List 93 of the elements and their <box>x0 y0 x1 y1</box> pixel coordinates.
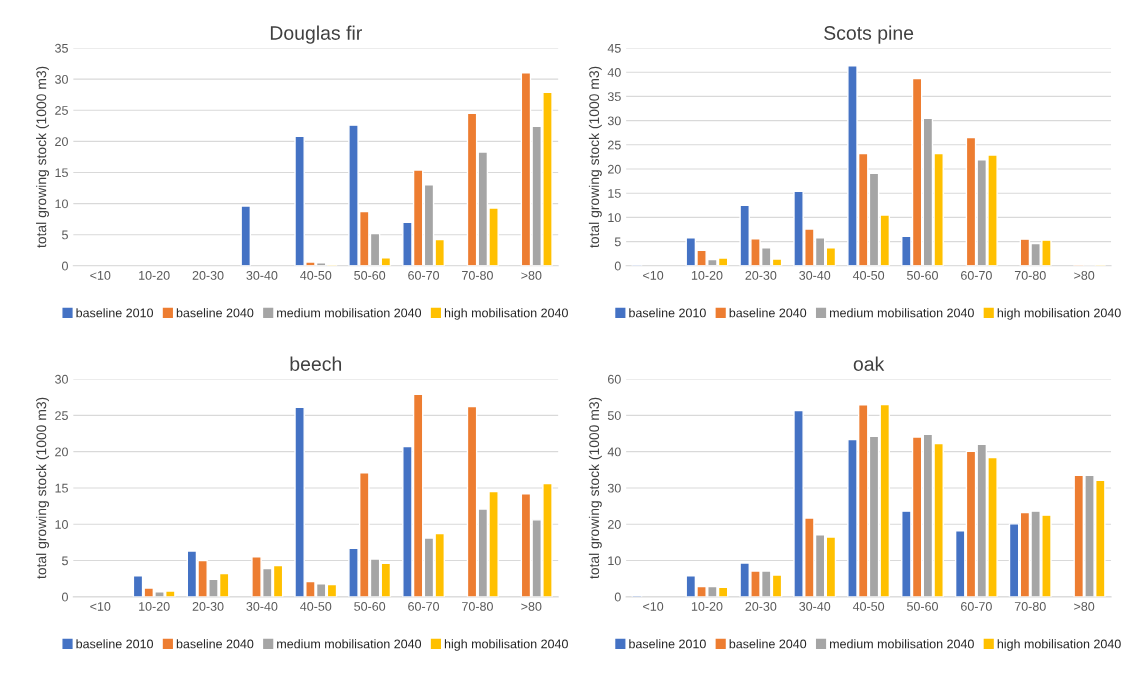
legend-label: baseline 2010 <box>76 308 154 318</box>
y-tick-label: 20 <box>55 137 68 147</box>
x-tick-label: 30-40 <box>799 270 831 280</box>
y-tick-label: 5 <box>614 237 621 247</box>
x-tick-label: 40-50 <box>852 602 885 611</box>
legend-label: baseline 2040 <box>176 639 254 649</box>
x-tick-label: 40-50 <box>300 602 332 611</box>
x-tick-label: 10-20 <box>691 602 723 611</box>
y-tick-label: 35 <box>55 43 68 53</box>
legend-label: high mobilisation 2040 <box>444 639 568 651</box>
x-tick-label: 50-60 <box>907 602 938 611</box>
y-tick-label: 25 <box>55 106 68 115</box>
y-tick-label: 10 <box>608 556 621 566</box>
y-axis-title: total growing stock (1000 m3) <box>36 397 49 579</box>
x-tick-label: 70-80 <box>462 602 493 611</box>
x-tick-label: 10-20 <box>139 270 170 280</box>
x-tick-label: 40-50 <box>852 270 885 280</box>
x-tick-label: <10 <box>643 270 664 280</box>
y-tick-label: 20 <box>608 164 621 174</box>
legend-label: baseline 2040 <box>729 639 807 649</box>
x-tick-label: 60-70 <box>408 602 440 611</box>
x-tick-label: 50-60 <box>354 602 386 611</box>
y-tick-label: 10 <box>55 520 68 529</box>
y-tick-label: 0 <box>614 592 621 602</box>
chart-title: beech <box>290 356 342 371</box>
y-tick-label: 30 <box>55 374 68 384</box>
y-tick-label: 5 <box>62 556 68 566</box>
legend-label: baseline 2040 <box>729 308 807 318</box>
y-axis-title: total growing stock (1000 m3) <box>588 66 602 248</box>
legend-label: baseline 2010 <box>629 639 706 649</box>
y-tick-label: 15 <box>55 483 68 493</box>
legend-label: medium mobilisation 2040 <box>277 639 422 649</box>
legend-label: high mobilisation 2040 <box>997 308 1121 320</box>
y-axis-title: total growing stock (1000 m3) <box>36 66 49 248</box>
legend-label: baseline 2010 <box>629 308 706 318</box>
legend-label: baseline 2010 <box>76 639 154 649</box>
x-tick-label: >80 <box>1074 602 1095 611</box>
y-tick-label: 30 <box>55 74 68 84</box>
x-tick-label: 60-70 <box>408 270 440 280</box>
y-tick-label: 35 <box>607 92 621 102</box>
x-tick-label: 20-30 <box>192 602 224 611</box>
x-tick-label: 70-80 <box>1014 602 1046 611</box>
y-tick-label: 45 <box>607 43 621 53</box>
x-tick-label: 70-80 <box>1014 270 1046 280</box>
legend-label: medium mobilisation 2040 <box>277 308 422 318</box>
x-tick-label: 20-30 <box>745 602 777 611</box>
y-tick-label: 0 <box>62 261 68 271</box>
y-tick-label: 40 <box>607 68 621 77</box>
chart-title: Scots pine <box>824 25 914 44</box>
y-tick-label: 5 <box>62 230 68 240</box>
x-tick-label: 40-50 <box>300 270 332 280</box>
x-tick-label: 50-60 <box>354 270 386 280</box>
y-tick-label: 40 <box>607 447 621 457</box>
legend-label: high mobilisation 2040 <box>997 639 1121 651</box>
legend-label: high mobilisation 2040 <box>444 308 568 320</box>
x-tick-label: >80 <box>1074 270 1095 280</box>
x-tick-label: 30-40 <box>246 602 278 611</box>
x-tick-label: 30-40 <box>246 270 278 280</box>
y-tick-label: 50 <box>607 411 621 420</box>
y-tick-label: 20 <box>608 520 621 529</box>
y-tick-label: 10 <box>55 199 68 209</box>
x-tick-label: >80 <box>521 270 542 280</box>
x-tick-label: 50-60 <box>907 270 938 280</box>
chart-title: Douglas fir <box>270 25 362 44</box>
y-tick-label: 15 <box>55 168 68 178</box>
y-tick-label: 10 <box>608 213 621 223</box>
y-tick-label: 0 <box>62 592 68 602</box>
y-axis-title: total growing stock (1000 m3) <box>588 397 602 579</box>
x-tick-label: 10-20 <box>691 270 723 280</box>
y-tick-label: 0 <box>614 261 621 271</box>
x-tick-label: 30-40 <box>799 602 831 611</box>
x-tick-label: <10 <box>90 602 111 611</box>
x-tick-label: <10 <box>90 270 111 280</box>
y-tick-label: 30 <box>607 483 621 493</box>
y-tick-label: 25 <box>55 411 68 420</box>
y-tick-label: 15 <box>608 189 621 198</box>
bar <box>240 205 252 266</box>
chart-title: oak <box>853 356 885 371</box>
x-tick-label: 20-30 <box>745 270 777 280</box>
legend-label: medium mobilisation 2040 <box>829 308 974 318</box>
x-tick-label: <10 <box>643 602 664 611</box>
x-tick-label: 60-70 <box>961 270 992 280</box>
x-tick-label: 60-70 <box>961 602 992 611</box>
x-tick-label: >80 <box>521 602 542 611</box>
legend-label: medium mobilisation 2040 <box>829 639 974 649</box>
y-tick-label: 30 <box>607 116 621 126</box>
y-tick-label: 60 <box>608 374 621 384</box>
y-tick-label: 20 <box>55 447 68 457</box>
x-tick-label: 70-80 <box>462 270 493 280</box>
x-tick-label: 20-30 <box>192 270 224 280</box>
x-tick-label: 10-20 <box>139 602 170 611</box>
legend-label: baseline 2040 <box>176 308 254 318</box>
y-tick-label: 25 <box>608 140 621 150</box>
